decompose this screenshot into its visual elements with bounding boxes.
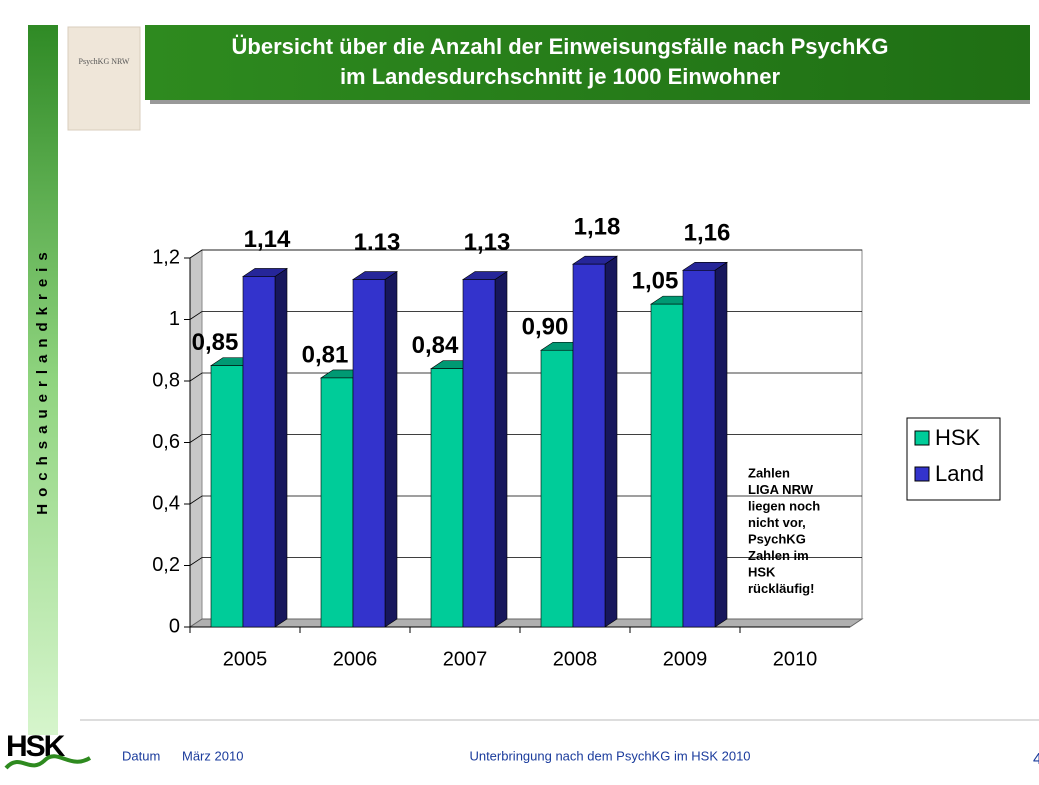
- value-label: 0,90: [522, 314, 569, 341]
- y-tick-label: 1,2: [152, 246, 180, 268]
- floor: [188, 618, 864, 628]
- title-line: im Landesdurchschnitt je 1000 Einwohner: [340, 64, 781, 89]
- bar-side: [604, 255, 618, 628]
- y-tick-label: 0,8: [152, 369, 180, 391]
- y-tick-label: 1: [169, 308, 180, 330]
- bar-side: [384, 270, 398, 628]
- annotation: Zahlen: [748, 465, 790, 480]
- legend-label: Land: [935, 461, 984, 486]
- footer-center: Unterbringung nach dem PsychKG im HSK 20…: [469, 748, 750, 763]
- banner: [145, 25, 1030, 100]
- annotation: liegen noch: [748, 498, 820, 513]
- grid-line: [189, 434, 862, 443]
- annotation: nicht vor,: [748, 515, 806, 530]
- bar: [462, 279, 496, 628]
- annotation: PsychKG: [748, 531, 806, 546]
- x-tick-label: 2006: [333, 648, 378, 670]
- bar: [650, 303, 684, 628]
- bar: [540, 349, 574, 628]
- annotation: Zahlen im: [748, 548, 809, 563]
- x-tick-label: 2007: [443, 648, 488, 670]
- value-label: 0,81: [302, 341, 349, 368]
- bar: [352, 279, 386, 628]
- value-label: 1,13: [464, 229, 511, 256]
- title-line: Übersicht über die Anzahl der Einweisung…: [232, 34, 889, 59]
- bar-side: [494, 270, 508, 628]
- legend-swatch: [914, 430, 930, 446]
- thumbnail: [67, 26, 141, 131]
- grid-line: [189, 557, 862, 566]
- y-tick-label: 0,6: [152, 431, 180, 453]
- page-number: 4: [1033, 751, 1039, 768]
- grid-line: [189, 249, 862, 259]
- thumbnail-title: PsychKG NRW: [79, 57, 130, 66]
- y-tick-label: 0: [169, 615, 180, 637]
- x-tick-label: 2005: [223, 648, 268, 670]
- x-tick-label: 2010: [773, 648, 818, 670]
- y-tick-label: 0,4: [152, 492, 180, 514]
- y-tick-label: 0,2: [152, 554, 180, 576]
- bar: [210, 365, 244, 628]
- legend-swatch: [914, 466, 930, 482]
- grid-line: [189, 495, 862, 505]
- bar: [242, 276, 276, 628]
- bar-side: [714, 261, 728, 628]
- value-label: 1,18: [574, 213, 621, 240]
- bar: [572, 263, 606, 628]
- sidebar-text: Hochsauerlandkreis: [34, 245, 51, 514]
- sidebar: [28, 25, 58, 735]
- annotation: LIGA NRW: [748, 482, 814, 497]
- value-label: 0,85: [192, 329, 239, 356]
- value-label: 1,05: [632, 267, 679, 294]
- legend-label: HSK: [935, 425, 981, 450]
- bar-side: [274, 267, 288, 628]
- value-label: 1,16: [684, 220, 731, 247]
- footer-label: Datum: [122, 748, 160, 763]
- value-label: 1.13: [354, 229, 401, 256]
- bar: [320, 377, 354, 628]
- bar: [430, 368, 464, 628]
- annotation: HSK: [748, 564, 776, 579]
- banner-shadow: [150, 100, 1030, 104]
- grid-line: [189, 311, 862, 320]
- grid-line: [189, 372, 862, 382]
- footer-date: März 2010: [182, 748, 243, 763]
- bar: [682, 269, 716, 628]
- value-label: 1,14: [244, 226, 291, 253]
- x-tick-label: 2009: [663, 648, 708, 670]
- logo-wave: [4, 754, 92, 770]
- x-tick-label: 2008: [553, 648, 598, 670]
- annotation: rückläufig!: [748, 581, 814, 596]
- value-label: 0,84: [412, 332, 459, 359]
